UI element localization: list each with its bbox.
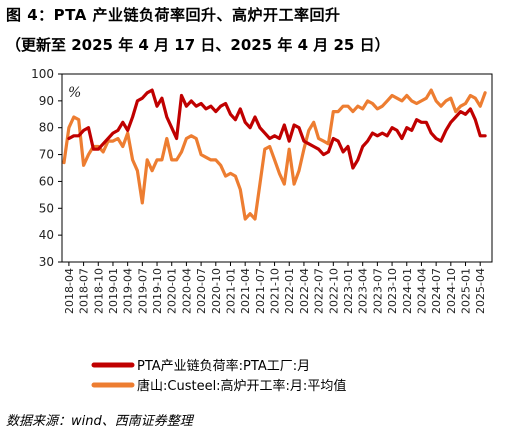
x-tick-label: 2023-01 (342, 268, 355, 314)
x-tick-label: 2024-10 (445, 268, 458, 314)
y-tick-label: 50 (39, 201, 54, 215)
y-tick-label: 90 (39, 94, 54, 108)
legend-label-tangshan: 唐山:Custeel:高炉开工率:月:平均值 (137, 378, 346, 394)
x-tick-label: 2018-04 (63, 268, 76, 314)
y-tick-label: 60 (39, 174, 54, 188)
y-tick-label: 80 (39, 121, 54, 135)
x-tick-label: 2022-10 (327, 268, 340, 314)
y-unit-label: % (68, 85, 81, 101)
x-tick-label: 2020-07 (195, 268, 208, 314)
x-tick-label: 2023-10 (386, 268, 399, 314)
x-tick-label: 2022-07 (313, 268, 326, 314)
x-tick-label: 2024-07 (430, 268, 443, 314)
y-tick-label: 30 (39, 255, 54, 269)
x-tick-label: 2025-01 (460, 268, 473, 314)
x-tick-label: 2025-04 (474, 268, 487, 314)
chart-subtitle: （更新至 2025 年 4 月 17 日、2025 年 4 月 25 日） (6, 36, 390, 54)
x-tick-label: 2022-01 (283, 268, 296, 314)
x-tick-label: 2023-04 (357, 268, 370, 314)
pta-load-rate-line (67, 88, 487, 170)
plot-area-frame (61, 73, 493, 263)
x-tick-label: 2019-04 (122, 268, 135, 314)
x-tick-label: 2024-01 (401, 268, 414, 314)
legend-label-pta: PTA产业链负荷率:PTA工厂:月 (137, 358, 310, 374)
x-tick-label: 2018-10 (92, 268, 105, 314)
tangshan-blast-furnace-line (62, 88, 487, 221)
y-tick-label: 40 (39, 228, 54, 242)
x-tick-label: 2020-04 (180, 268, 193, 314)
x-tick-label: 2021-01 (224, 268, 237, 314)
x-tick-label: 2022-04 (298, 268, 311, 314)
x-tick-label: 2019-10 (151, 268, 164, 314)
x-tick-label: 2023-07 (371, 268, 384, 314)
y-tick-label: 100 (31, 67, 54, 81)
x-tick-label: 2018-07 (78, 268, 91, 314)
x-tick-label: 2020-10 (210, 268, 223, 314)
x-tick-label: 2021-04 (239, 268, 252, 314)
x-tick-label: 2021-07 (254, 268, 267, 314)
x-tick-label: 2019-01 (107, 268, 120, 314)
x-tick-label: 2024-04 (415, 268, 428, 314)
x-tick-label: 2020-01 (166, 268, 179, 314)
x-tick-label: 2021-10 (269, 268, 282, 314)
source-note: 数据来源：wind、西南证券整理 (6, 414, 193, 429)
x-tick-label: 2019-07 (136, 268, 149, 314)
y-tick-label: 70 (39, 148, 54, 162)
chart-title: 图 4：PTA 产业链负荷率回升、高炉开工率回升 (6, 6, 341, 24)
